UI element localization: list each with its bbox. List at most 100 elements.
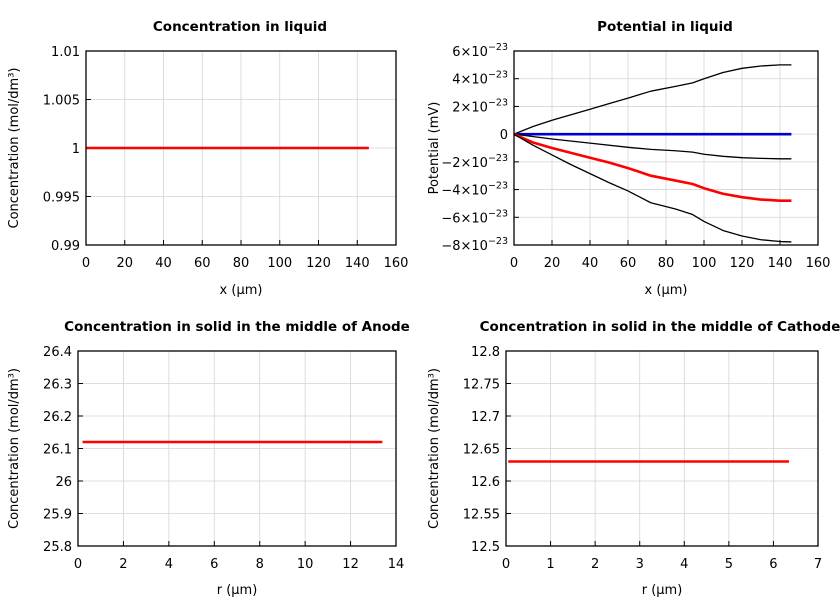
x-tick-label: 8 (256, 557, 264, 572)
x-tick-label: 20 (544, 256, 561, 271)
y-tick-label: 2×10−23 (452, 97, 508, 115)
y-tick-label: 26.4 (43, 345, 72, 360)
plot-frame (505, 350, 819, 547)
series-line-5 (513, 133, 792, 243)
x-tick-label: 140 (345, 256, 370, 271)
y-tick-exponent: −23 (488, 97, 508, 108)
y-tick-label: 0.995 (43, 191, 80, 206)
x-tick-label: 80 (233, 256, 250, 271)
x-tick-label: 0 (510, 256, 518, 271)
y-tick-label: 26 (55, 475, 72, 490)
x-tick-label: 4 (680, 557, 688, 572)
y-tick-exponent: −23 (488, 153, 508, 164)
y-tick-mantissa: 6×10 (452, 45, 488, 60)
x-tick-label: 2 (591, 557, 599, 572)
x-tick-label: 100 (692, 256, 717, 271)
series-line-4 (513, 132, 792, 202)
y-tick-label: 26.1 (43, 443, 72, 458)
y-tick-label: 12.75 (463, 378, 500, 393)
y-tick-label: 1 (72, 142, 80, 157)
plot-frame (513, 50, 819, 246)
chart-panel-1: Concentration in liquid 0 20 40 60 80 100 120 14… (7, 19, 408, 298)
x-tick-label: 6 (210, 557, 218, 572)
x-tick-label: 6 (769, 557, 777, 572)
x-tick-label: 120 (730, 256, 755, 271)
chart-panel-4: Concentration in solid in the middle of … (427, 319, 840, 598)
y-tick-exponent: −23 (488, 70, 508, 81)
x-tick-label: 160 (806, 256, 831, 271)
y-tick-label: 12.8 (471, 345, 500, 360)
x-axis-label: x (µm) (645, 283, 688, 298)
y-tick-label: −8×10−23 (441, 236, 508, 254)
x-axis-label: r (µm) (642, 583, 683, 598)
y-tick-label: 12.55 (463, 508, 500, 523)
chart-title: Concentration in liquid (153, 19, 327, 35)
x-tick-label: 60 (620, 256, 637, 271)
plot-frame (77, 350, 397, 547)
y-tick-label: 4×10−23 (452, 70, 508, 88)
x-tick-label: 10 (297, 557, 314, 572)
y-tick-mantissa: −2×10 (441, 156, 488, 171)
chart-title: Potential in liquid (597, 19, 733, 35)
x-tick-label: 12 (342, 557, 359, 572)
chart-panel-3: Concentration in solid in the middle of … (7, 319, 410, 598)
y-axis-label: Concentration (mol/dm³) (7, 368, 22, 529)
y-tick-label: 12.6 (471, 475, 500, 490)
y-tick-label: 25.9 (43, 508, 72, 523)
y-tick-exponent: −23 (488, 236, 508, 247)
x-tick-label: 160 (384, 256, 409, 271)
y-tick-label: 6×10−23 (452, 42, 508, 60)
x-tick-label: 2 (119, 557, 127, 572)
x-tick-label: 60 (194, 256, 211, 271)
chart-title: Concentration in solid in the middle of … (480, 319, 840, 335)
y-axis-label: Concentration (mol/dm³) (427, 368, 442, 529)
chart-title: Concentration in solid in the middle of … (64, 319, 410, 335)
x-tick-label: 5 (725, 557, 733, 572)
x-tick-label: 0 (82, 256, 90, 271)
y-axis-label: Concentration (mol/dm³) (7, 68, 22, 229)
y-tick-exponent: −23 (488, 208, 508, 219)
x-axis-label: x (µm) (220, 283, 263, 298)
y-tick-exponent: −23 (488, 181, 508, 192)
x-tick-label: 80 (658, 256, 675, 271)
y-tick-label: −6×10−23 (441, 208, 508, 226)
y-tick-mantissa: 0 (500, 128, 508, 143)
y-tick-label: 1.01 (51, 45, 80, 60)
y-tick-label: 12.65 (463, 443, 500, 458)
y-tick-mantissa: −6×10 (441, 211, 488, 226)
x-tick-label: 7 (814, 557, 822, 572)
y-tick-label: 25.8 (43, 540, 72, 555)
y-tick-label: 0 (500, 128, 508, 143)
x-tick-label: 0 (502, 557, 510, 572)
x-tick-label: 0 (74, 557, 82, 572)
y-tick-label: 0.99 (51, 239, 80, 254)
y-tick-label: 26.2 (43, 410, 72, 425)
y-tick-label: −4×10−23 (441, 181, 508, 199)
x-tick-label: 3 (636, 557, 644, 572)
y-tick-mantissa: 2×10 (452, 100, 488, 115)
x-tick-label: 1 (546, 557, 554, 572)
x-axis-label: r (µm) (217, 583, 258, 598)
y-tick-label: 12.7 (471, 410, 500, 425)
y-tick-mantissa: 4×10 (452, 73, 488, 88)
x-tick-label: 40 (582, 256, 599, 271)
y-tick-label: 1.005 (43, 94, 80, 109)
y-tick-label: 26.3 (43, 378, 72, 393)
x-tick-label: 100 (267, 256, 292, 271)
x-tick-label: 14 (388, 557, 405, 572)
x-tick-label: 140 (768, 256, 793, 271)
x-tick-label: 4 (165, 557, 173, 572)
chart-panel-2: Potential in liquid 0 20 40 60 80 100 120 140 160… (427, 19, 830, 298)
x-tick-label: 120 (306, 256, 331, 271)
y-tick-exponent: −23 (488, 42, 508, 53)
plot-frame (85, 50, 397, 246)
x-tick-label: 40 (155, 256, 172, 271)
y-axis-label: Potential (mV) (427, 102, 442, 195)
y-tick-label: −2×10−23 (441, 153, 508, 171)
y-tick-label: 12.5 (471, 540, 500, 555)
x-tick-label: 20 (116, 256, 133, 271)
y-tick-mantissa: −4×10 (441, 184, 488, 199)
series-line-1 (513, 64, 792, 135)
series-line-3 (513, 133, 792, 160)
